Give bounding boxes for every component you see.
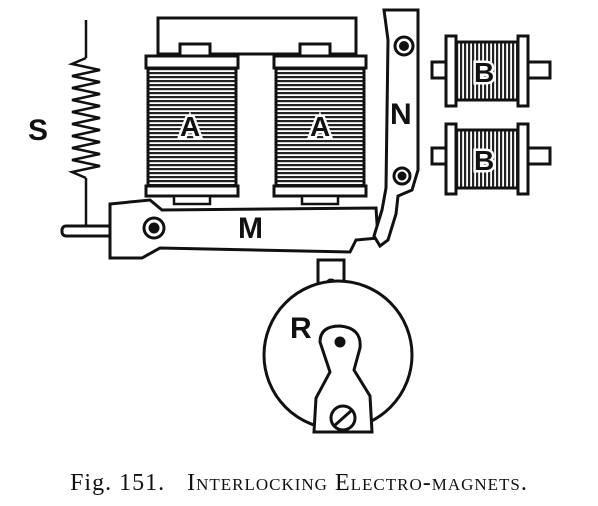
diagram-drawing: S A A M N B B R [28,8,552,434]
wheel-r [262,258,414,434]
label-n: N [390,98,412,131]
magnet-yoke [156,16,358,60]
figure-title: Interlocking Electro-magnets. [187,470,528,496]
electromagnet-a-right [272,54,368,206]
spring-s [67,20,101,230]
latch-n [372,8,420,249]
label-b-top: B [474,57,494,88]
label-m: M [238,212,263,245]
label-b-bottom: B [474,145,494,176]
label-r: R [290,312,312,345]
label-a-left: A [180,111,200,142]
electromagnet-b-top [430,34,552,108]
electromagnet-a-left [144,54,240,206]
figure-caption: Fig. 151. Interlocking Electro-magnets. [0,470,598,497]
label-s: S [28,114,48,147]
armature-m [60,198,380,260]
figure-number: Fig. 151. [70,470,166,496]
label-a-right: A [310,111,330,142]
electromagnet-b-bottom [430,122,552,196]
